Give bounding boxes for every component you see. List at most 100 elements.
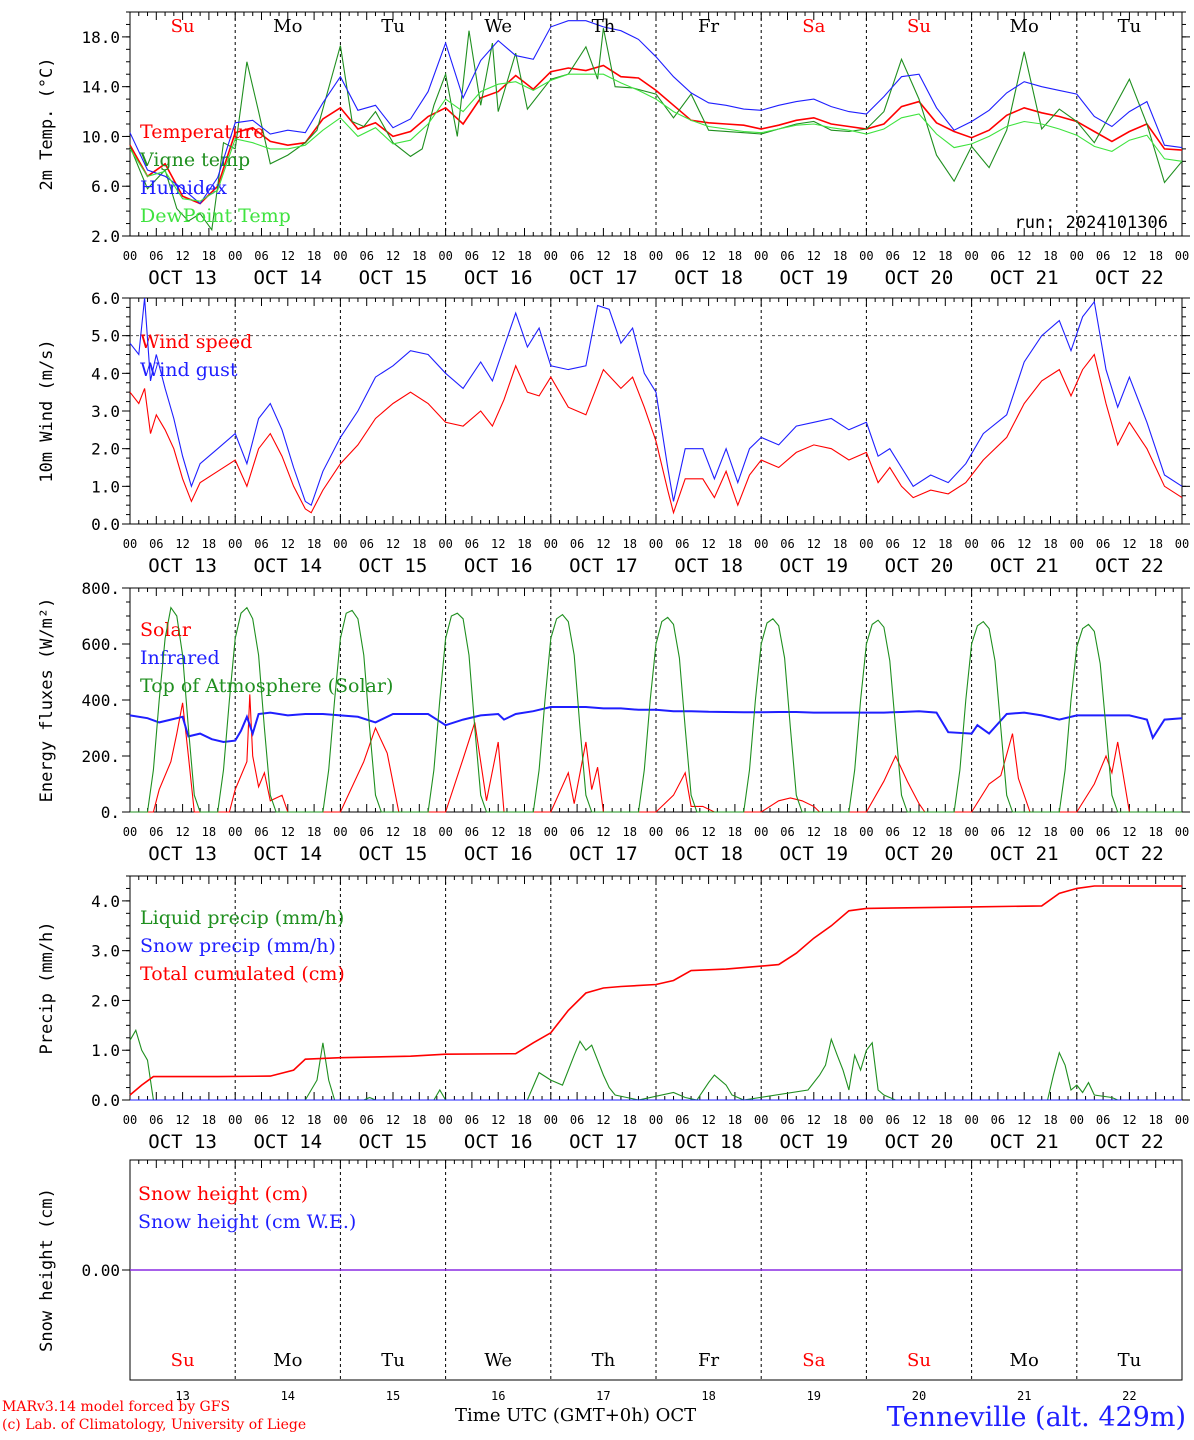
series-line-wind-speed [129,353,1183,515]
x-hour-label: 12 [1017,825,1031,839]
x-day-label: OCT 19 [779,1131,848,1153]
weekday-label: Mo [1010,16,1039,37]
x-hour-label: 06 [149,1113,163,1127]
x-hour-label: 18 [938,249,952,263]
x-hour-label: 18 [307,1113,321,1127]
x-day-label: OCT 19 [779,843,848,865]
x-day-label: OCT 22 [1095,555,1164,577]
x-day-label: 22 [1122,1389,1136,1400]
series-line-humidex [129,20,1183,205]
x-day-label: OCT 15 [359,843,428,865]
x-hour-label: 18 [307,537,321,551]
x-hour-label: 18 [517,249,531,263]
x-hour-label: 12 [912,537,926,551]
x-hour-label: 18 [1043,249,1057,263]
y-tick-label: 400. [81,691,120,710]
legend-entry: Infrared [140,647,220,669]
meteogram: 2.0 6.0 10.0 14.0 18.0 2m Temp. (°C) Temperatu… [37,11,1190,1400]
x-hour-label: 06 [570,825,584,839]
legend-entry: Total cumulated (cm) [140,963,345,985]
weekday-label: Su [171,1350,195,1371]
x-hour-label: 12 [596,537,610,551]
x-hour-label: 12 [701,537,715,551]
x-hour-label: 00 [649,825,663,839]
x-day-label: OCT 21 [990,843,1059,865]
series-line-solar [130,694,1182,813]
x-hour-label: 06 [991,249,1005,263]
x-day-label: OCT 22 [1095,1131,1164,1153]
x-day-label: OCT 20 [885,267,954,289]
x-hour-label: 12 [1122,1113,1136,1127]
x-hour-label: 00 [964,825,978,839]
x-hour-label: 18 [728,1113,742,1127]
x-hour-label: 06 [1096,249,1110,263]
y-tick-label: 0. [101,803,120,822]
x-hour-label: 18 [1043,825,1057,839]
chart-panel-3: 0. 200. 400. 600. 800. Energy fluxes (W/m²) So… [37,579,1190,865]
x-day-label: 18 [701,1389,715,1400]
series-line-infrared [129,706,1183,744]
x-hour-label: 00 [123,1113,137,1127]
x-hour-label: 12 [701,825,715,839]
x-day-label: 15 [386,1389,400,1400]
x-hour-label: 12 [386,537,400,551]
x-hour-label: 00 [228,537,242,551]
x-hour-label: 12 [1122,537,1136,551]
x-hour-label: 18 [622,537,636,551]
weekday-label: Th [592,16,616,37]
x-hour-label: 12 [912,1113,926,1127]
weekday-label: Sa [802,1350,825,1371]
x-hour-label: 06 [359,249,373,263]
x-axis-title: Time UTC (GMT+0h) OCT [455,1405,697,1426]
x-hour-label: 18 [938,1113,952,1127]
x-hour-label: 12 [912,825,926,839]
x-hour-label: 00 [1175,249,1189,263]
x-hour-label: 06 [359,825,373,839]
y-tick-label: 200. [81,747,120,766]
x-hour-label: 06 [149,249,163,263]
legend-entry: Humidex [140,177,227,199]
location-title: Tenneville (alt. 429m) [886,1402,1186,1433]
x-day-label: OCT 17 [569,555,638,577]
x-hour-label: 00 [754,825,768,839]
x-hour-label: 12 [912,249,926,263]
x-hour-label: 12 [807,1113,821,1127]
x-day-label: OCT 13 [148,1131,217,1153]
x-hour-label: 18 [728,825,742,839]
x-day-label: OCT 19 [779,555,848,577]
x-hour-label: 06 [1096,1113,1110,1127]
x-hour-label: 18 [517,537,531,551]
x-hour-label: 18 [938,825,952,839]
x-hour-label: 06 [254,537,268,551]
x-hour-label: 12 [281,1113,295,1127]
x-hour-label: 06 [885,249,899,263]
series-line-liquid-precip-mm-h- [129,1028,1182,1101]
x-hour-label: 06 [675,537,689,551]
x-day-label: OCT 13 [148,267,217,289]
x-hour-label: 06 [465,249,479,263]
y-tick-label: 10.0 [81,127,120,146]
x-hour-label: 12 [491,1113,505,1127]
x-hour-label: 06 [991,825,1005,839]
x-hour-label: 00 [1070,537,1084,551]
x-hour-label: 06 [465,537,479,551]
x-hour-label: 00 [123,537,137,551]
x-hour-label: 18 [833,249,847,263]
x-hour-label: 06 [254,1113,268,1127]
x-hour-label: 06 [780,249,794,263]
x-hour-label: 18 [833,537,847,551]
x-hour-label: 12 [491,537,505,551]
y-tick-label: 18.0 [81,28,120,47]
weekday-label: Tu [381,16,405,37]
x-hour-label: 12 [701,249,715,263]
x-hour-label: 06 [570,537,584,551]
x-hour-label: 06 [465,1113,479,1127]
y-axis-label: 2m Temp. (°C) [37,57,57,190]
y-tick-label: 0.0 [91,1091,120,1110]
x-day-label: 14 [281,1389,295,1400]
x-day-label: OCT 16 [464,267,533,289]
series-line-wind-gust [129,297,1183,507]
x-day-label: OCT 19 [779,267,848,289]
x-hour-label: 18 [1043,537,1057,551]
x-hour-label: 18 [1148,825,1162,839]
